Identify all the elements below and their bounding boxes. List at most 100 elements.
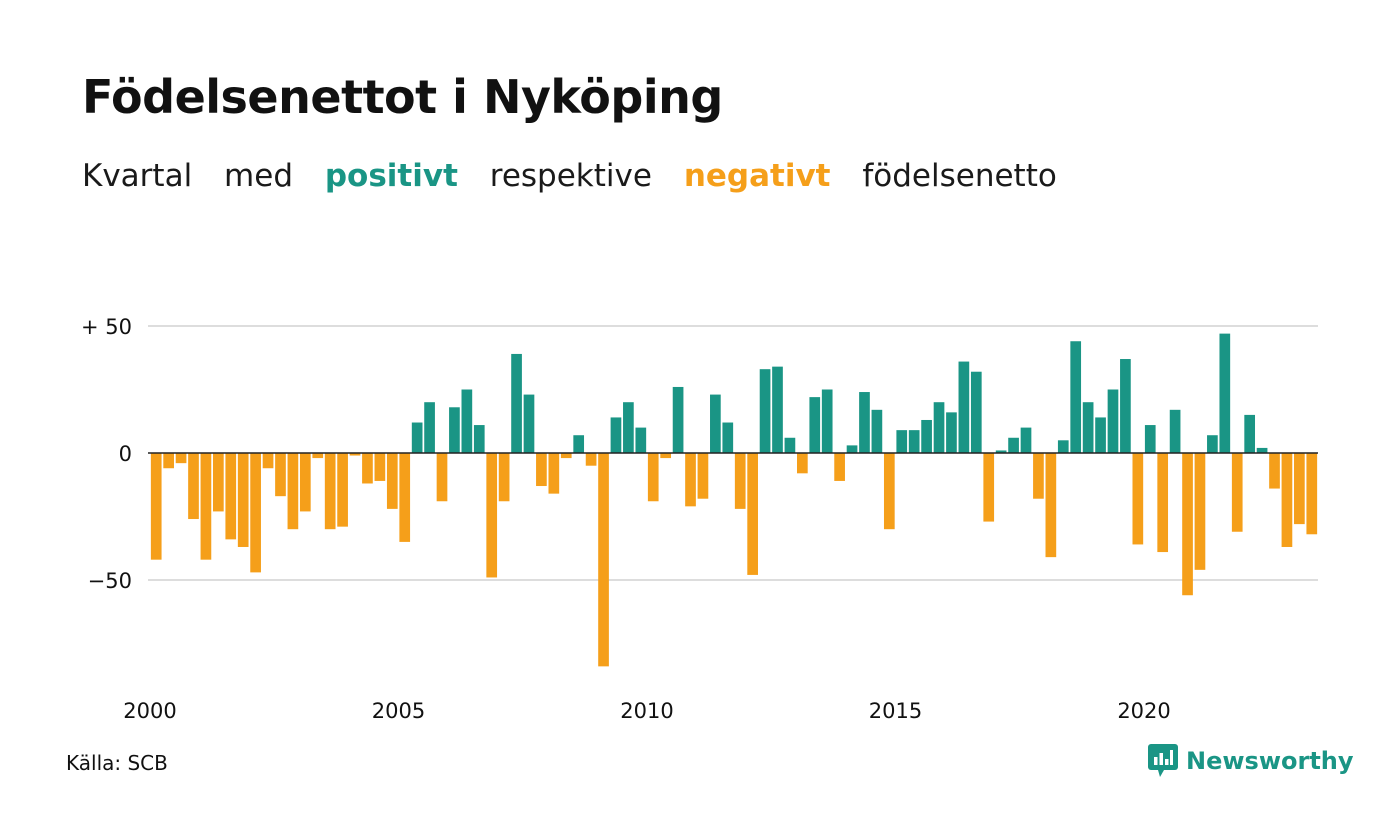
bar	[200, 453, 212, 560]
bar	[473, 425, 485, 453]
bar	[188, 453, 199, 520]
bar	[1194, 453, 1206, 570]
bar	[834, 453, 845, 481]
bar	[598, 453, 609, 667]
bar	[1231, 453, 1243, 532]
bar	[523, 394, 535, 453]
subtitle-word: Kvartal	[82, 158, 193, 194]
bar	[312, 453, 324, 459]
bar	[498, 453, 510, 502]
bar	[1269, 453, 1280, 489]
bar	[1244, 414, 1256, 453]
bar	[660, 453, 672, 459]
bar	[1306, 453, 1318, 535]
y-tick-label: −50	[88, 569, 132, 593]
bar	[362, 453, 373, 484]
x-tick-label: 2020	[1117, 699, 1170, 723]
bar	[1045, 453, 1057, 558]
bar	[697, 453, 709, 499]
bar	[797, 453, 808, 474]
bar	[672, 386, 684, 453]
brand-name: Newsworthy	[1186, 747, 1354, 775]
bar	[1132, 453, 1144, 545]
subtitle-negative-label: negativt	[683, 158, 831, 194]
bar	[287, 453, 299, 530]
bar	[1182, 453, 1193, 596]
bar	[809, 397, 821, 453]
bar	[536, 453, 547, 487]
bar	[399, 453, 411, 542]
bar	[883, 453, 895, 530]
bar	[424, 402, 435, 453]
bar	[461, 389, 473, 453]
bar	[1207, 435, 1218, 453]
bar	[275, 453, 286, 497]
bar	[175, 453, 187, 464]
bar	[846, 445, 858, 453]
bar	[349, 453, 361, 456]
bar	[486, 453, 498, 578]
bar	[896, 430, 908, 453]
bar	[983, 453, 995, 522]
bar	[1107, 389, 1119, 453]
bar	[573, 435, 585, 453]
subtitle-word: respektive	[489, 158, 652, 194]
bar	[1057, 440, 1069, 453]
bar	[871, 409, 883, 453]
bar	[784, 437, 796, 453]
x-tick-label: 2005	[372, 699, 425, 723]
bar	[635, 427, 647, 453]
bar	[250, 453, 261, 573]
bar	[1095, 417, 1106, 453]
bar	[685, 453, 696, 507]
x-tick-label: 2000	[123, 699, 176, 723]
bar	[908, 430, 920, 453]
bar	[299, 453, 311, 512]
bar	[734, 453, 746, 509]
y-tick-label: + 50	[81, 315, 132, 339]
bar	[859, 392, 870, 453]
bar	[1082, 402, 1094, 453]
bar	[511, 353, 522, 453]
newsworthy-logo-icon	[1148, 744, 1178, 777]
source-note: Källa: SCB	[66, 751, 168, 775]
bar	[1169, 409, 1181, 453]
bar	[821, 389, 833, 453]
chart-subtitle: Kvartal med positivt respektive negativt…	[82, 158, 1079, 194]
bar	[1008, 437, 1019, 453]
bar	[386, 453, 398, 509]
bar	[1281, 453, 1293, 547]
brand-logo: Newsworthy	[1148, 744, 1354, 778]
bar	[610, 417, 622, 453]
bar	[262, 453, 274, 469]
bar	[710, 394, 721, 453]
bar	[946, 412, 957, 453]
bar	[722, 422, 734, 453]
bar	[1256, 447, 1268, 453]
bar	[1219, 333, 1231, 453]
bar	[1020, 427, 1032, 453]
bar	[1157, 453, 1169, 553]
y-tick-label: 0	[119, 442, 132, 466]
bar	[1070, 341, 1082, 453]
bar	[921, 419, 932, 453]
bar	[958, 361, 970, 453]
bar	[747, 453, 758, 575]
bar	[548, 453, 560, 494]
bar	[213, 453, 224, 512]
bar	[772, 366, 783, 453]
chart-title: Födelsenettot i Nyköping	[82, 70, 723, 124]
bar	[759, 369, 771, 453]
bar	[449, 407, 460, 453]
bar	[324, 453, 336, 530]
bar	[995, 450, 1007, 453]
bar	[436, 453, 448, 502]
subtitle-word: födelsenetto	[862, 158, 1057, 194]
bar	[933, 402, 945, 453]
subtitle-positive-label: positivt	[324, 158, 458, 194]
bar	[970, 371, 982, 453]
bar	[150, 453, 162, 560]
bar	[411, 422, 423, 453]
bar	[374, 453, 386, 481]
